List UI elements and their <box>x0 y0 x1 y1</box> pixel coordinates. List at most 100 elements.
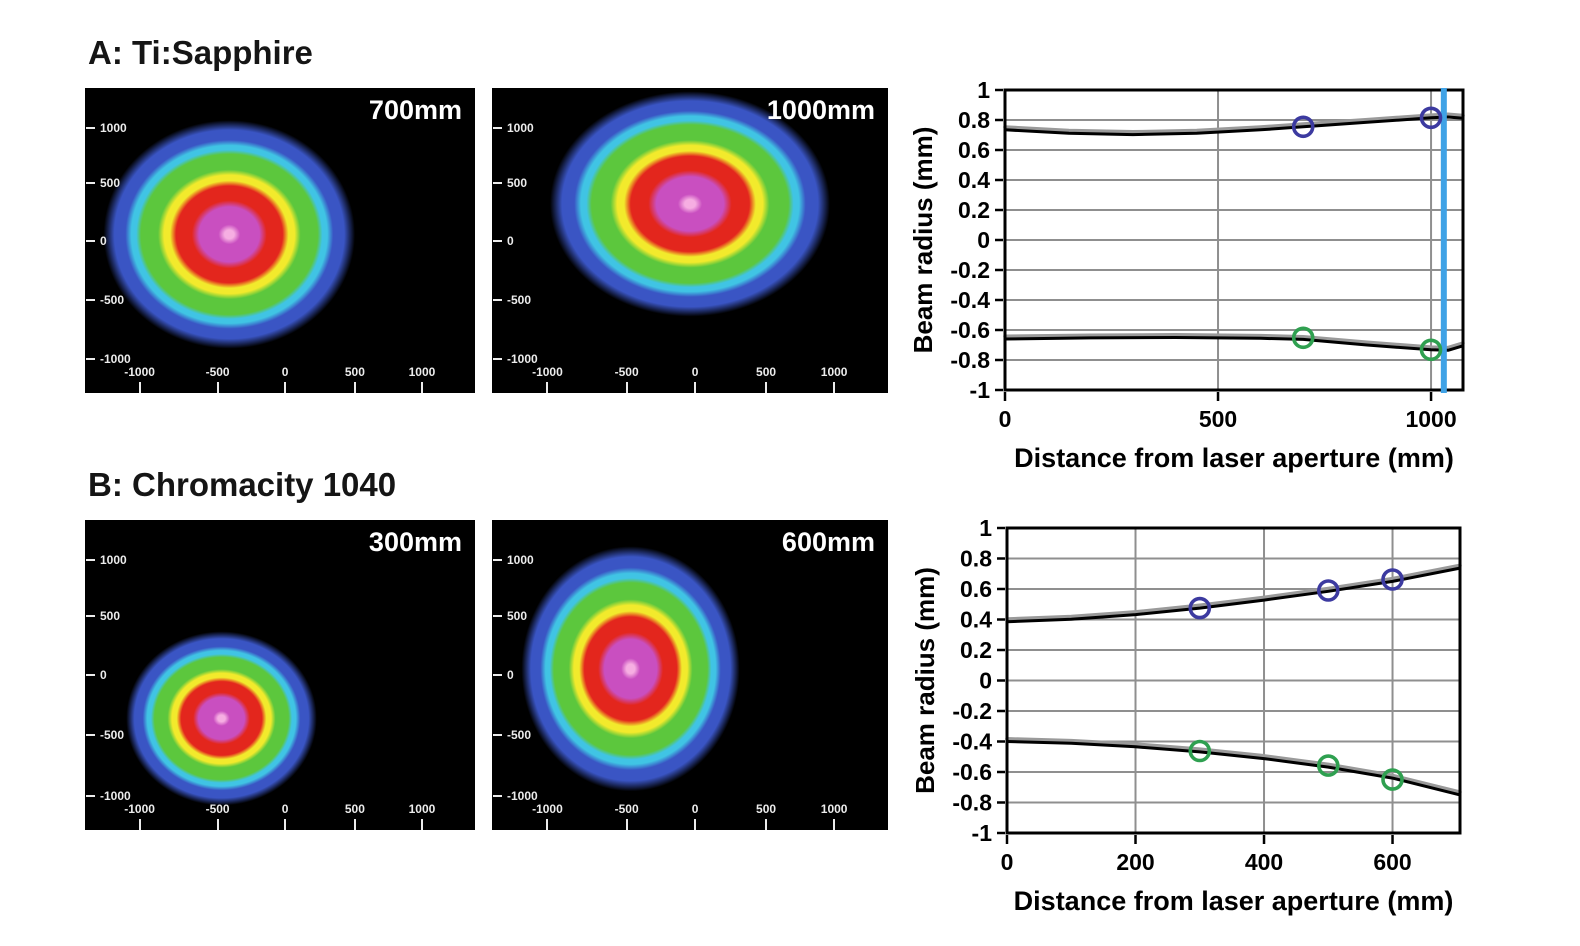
y-tick-mark <box>86 794 95 797</box>
y-tick-label: -1 <box>972 820 993 846</box>
lower-measured-point <box>1419 338 1443 362</box>
beam-profile-image-a-1000mm: 1000mm 1000 500 0 -500 -1000 -1000 -500 0 500 100… <box>492 88 888 393</box>
x-tick-mark <box>833 382 836 393</box>
lower-beam-radius-fit-echo <box>1005 737 1462 794</box>
upper-measured-point <box>1291 115 1315 139</box>
y-tick-mark <box>493 559 502 562</box>
x-tick-label: 500 <box>1199 406 1237 432</box>
x-tick-label: -1000 <box>532 365 563 379</box>
y-tick-label: 0 <box>100 668 107 682</box>
beam-distance-label: 300mm <box>368 527 462 557</box>
x-tick-label: 0 <box>281 802 289 816</box>
lower-measured-point <box>1188 739 1212 763</box>
x-tick-mark <box>138 819 141 830</box>
x-tick-label: 400 <box>1245 849 1283 875</box>
y-tick-label: -0.2 <box>950 257 990 283</box>
y-tick-label: 500 <box>507 175 528 190</box>
y-axis-label: Beam radius (mm) <box>910 567 940 794</box>
x-tick-label: -1000 <box>124 365 155 379</box>
x-tick-label: 1000 <box>820 365 848 379</box>
beam-distance-label: 1000mm <box>766 95 875 125</box>
x-tick-mark <box>765 819 768 830</box>
upper-measured-point <box>1188 596 1212 620</box>
x-tick-mark <box>138 382 141 393</box>
x-tick-label: 600 <box>1373 849 1411 875</box>
x-tick-mark <box>833 819 836 830</box>
x-tick-label: -500 <box>205 365 230 379</box>
x-tick-label: -500 <box>614 365 639 379</box>
x-tick-label: 1000 <box>820 802 848 816</box>
x-tick-mark <box>216 819 219 830</box>
y-tick-mark <box>86 559 95 562</box>
y-tick-mark <box>86 674 95 676</box>
x-tick-label: 500 <box>756 802 777 816</box>
x-tick-mark <box>284 382 287 393</box>
y-tick-label: 1000 <box>507 553 534 568</box>
y-tick-mark <box>86 126 95 129</box>
chart-a-beam-radius: 1 0.8 0.6 0.4 0.2 0 -0.2 -0.4 -0.6 -0.8 -1 0 500 1000… <box>900 60 1500 480</box>
beam-profile-image-b-600mm: 600mm 1000 500 0 -500 -1000 -1000 -500 0 500 1000 <box>492 520 888 830</box>
beam-radius-plot: 1 0.8 0.6 0.4 0.2 0 -0.2 -0.4 -0.6 -0.8 -1 0 500 1000… <box>908 77 1465 473</box>
x-tick-label: -500 <box>614 802 639 816</box>
y-tick-label: -500 <box>507 292 532 307</box>
y-tick-label: 0.2 <box>960 637 992 663</box>
x-axis-label: Distance from laser aperture (mm) <box>1014 443 1454 473</box>
x-tick-label: 0 <box>999 406 1012 432</box>
y-tick-label: 0 <box>507 233 514 248</box>
y-axis-label: Beam radius (mm) <box>908 127 938 354</box>
y-tick-label: 500 <box>507 609 528 624</box>
x-tick-label: 0 <box>691 365 699 379</box>
lower-measured-point <box>1291 326 1315 350</box>
y-tick-mark <box>493 298 502 301</box>
beam-radius-plot: 1 0.8 0.6 0.4 0.2 0 -0.2 -0.4 -0.6 -0.8 -1 0 200 400 6… <box>910 515 1462 916</box>
plot-frame <box>1003 88 1465 392</box>
x-tick-label: 1000 <box>1405 406 1456 432</box>
x-tick-label: 500 <box>756 365 777 379</box>
y-tick-label: 0 <box>507 668 514 682</box>
panel-b-title: B: Chromacity 1040 <box>88 466 397 503</box>
y-tick-label: -1 <box>970 377 991 403</box>
y-tick-mark <box>86 358 95 361</box>
chart-b-beam-radius: 1 0.8 0.6 0.4 0.2 0 -0.2 -0.4 -0.6 -0.8 -1 0 200 400 6… <box>900 495 1500 935</box>
panel-a-title: A: Ti:Sapphire <box>88 34 313 71</box>
y-tick-label: 1000 <box>100 120 127 135</box>
y-tick-label: -0.6 <box>952 759 992 785</box>
y-tick-mark <box>493 181 502 184</box>
y-tick-mark <box>493 239 502 242</box>
y-tick-label: 1 <box>979 515 992 541</box>
x-tick-mark <box>546 382 549 393</box>
x-tick-mark <box>694 382 697 393</box>
y-tick-label: 0.6 <box>958 137 990 163</box>
x-tick-label: 1000 <box>408 802 436 816</box>
y-tick-mark <box>493 734 502 737</box>
y-tick-mark <box>86 734 95 737</box>
y-tick-mark <box>86 298 95 301</box>
x-tick-mark <box>625 819 628 830</box>
y-tick-label: -1000 <box>100 788 131 803</box>
x-tick-mark <box>420 819 423 830</box>
x-tick-mark <box>216 382 219 393</box>
x-tick-mark <box>694 819 697 830</box>
x-tick-label: -1000 <box>124 802 155 816</box>
y-tick-mark <box>493 358 502 361</box>
x-tick-mark <box>284 819 287 830</box>
upper-measured-point <box>1316 579 1340 602</box>
y-tick-mark <box>493 126 502 129</box>
y-tick-label: 0 <box>977 227 990 253</box>
y-tick-label: 0 <box>100 233 107 248</box>
y-tick-label: -0.4 <box>952 729 992 755</box>
x-tick-label: 1000 <box>408 365 436 379</box>
y-tick-mark <box>86 181 95 184</box>
x-tick-label: -1000 <box>532 802 563 816</box>
x-tick-mark <box>353 382 356 393</box>
y-tick-label: 0 <box>979 668 992 694</box>
y-tick-label: -0.2 <box>952 698 992 724</box>
y-tick-label: -0.8 <box>950 347 990 373</box>
y-tick-label: 500 <box>100 609 121 624</box>
y-tick-label: 1 <box>977 77 990 103</box>
x-tick-label: 200 <box>1116 849 1154 875</box>
x-tick-mark <box>420 382 423 393</box>
y-tick-label: -0.4 <box>950 287 990 313</box>
y-tick-label: -1000 <box>507 788 538 803</box>
lower-measured-point <box>1316 754 1340 777</box>
